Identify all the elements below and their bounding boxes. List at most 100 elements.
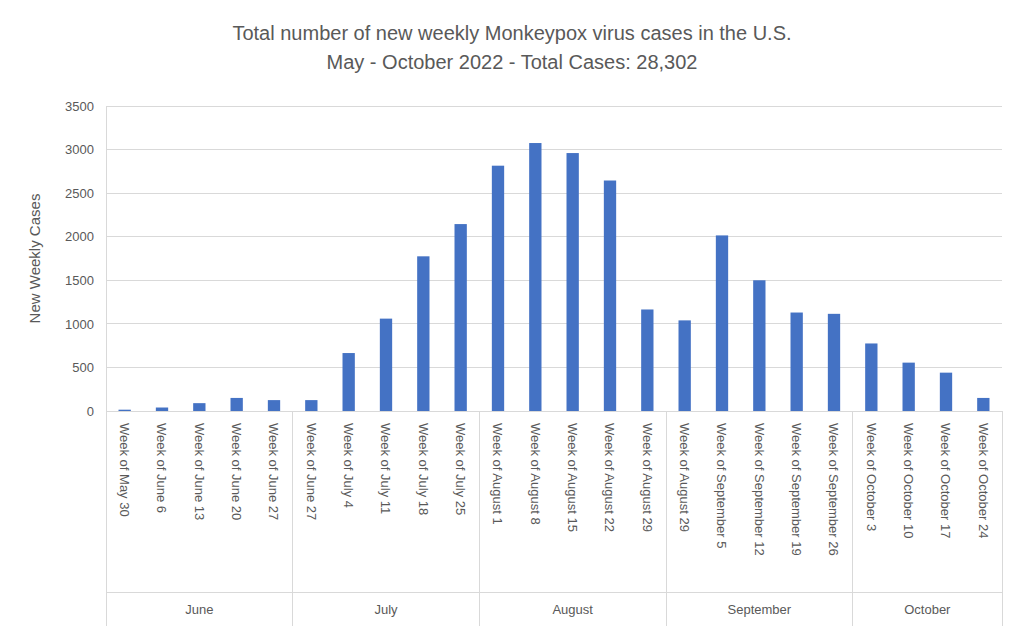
bar bbox=[716, 235, 728, 411]
y-tick-label: 2000 bbox=[65, 229, 94, 244]
bar bbox=[268, 400, 280, 411]
x-tick-label: Week of August 22 bbox=[602, 423, 617, 532]
x-tick: Week of October 24 bbox=[976, 411, 991, 538]
bar bbox=[455, 224, 467, 411]
x-tick: Week of August 22 bbox=[602, 411, 617, 532]
y-tick: 500 bbox=[72, 360, 106, 375]
bar bbox=[791, 313, 803, 411]
x-tick: Week of July 18 bbox=[416, 411, 431, 515]
x-tick-label: Week of August 29 bbox=[640, 423, 655, 532]
grid-line bbox=[106, 149, 1002, 150]
y-tick: 1500 bbox=[65, 273, 106, 288]
x-tick: Week of August 1 bbox=[490, 411, 505, 525]
group-label: June bbox=[185, 602, 213, 617]
y-tick-label: 500 bbox=[72, 360, 94, 375]
x-tick: Week of August 29 bbox=[640, 411, 655, 532]
group-label: August bbox=[552, 602, 593, 617]
bar bbox=[492, 166, 504, 411]
x-tick-label: Week of June 20 bbox=[229, 423, 244, 520]
x-tick: Week of August 8 bbox=[528, 411, 543, 525]
x-tick: Week of June 27 bbox=[266, 411, 281, 520]
y-axis: 0 500 1000 1500 2000 2500 3000 3500 bbox=[65, 99, 106, 419]
bar bbox=[903, 363, 915, 411]
group-divider bbox=[106, 592, 1002, 593]
title: Total number of new weekly Monkeypox vir… bbox=[232, 22, 791, 44]
group-label: September bbox=[728, 602, 792, 617]
x-axis: Week of May 30 Week of June 6 Week of June… bbox=[107, 411, 1003, 556]
x-tick-label: Week of June 27 bbox=[266, 423, 281, 520]
x-tick-label: Week of July 11 bbox=[378, 423, 393, 514]
x-tick-label: Week of October 10 bbox=[901, 423, 916, 538]
group-label: July bbox=[374, 602, 398, 617]
y-tick: 2500 bbox=[65, 186, 106, 201]
y-tick-label: 3000 bbox=[65, 142, 94, 157]
x-tick: Week of July 25 bbox=[453, 411, 468, 515]
y-tick: 3000 bbox=[65, 142, 106, 157]
bar bbox=[193, 403, 205, 411]
x-tick: Week of July 4 bbox=[341, 411, 356, 508]
x-tick-label: Week of June 6 bbox=[154, 423, 169, 513]
chart: Total number of new weekly Monkeypox vir… bbox=[0, 0, 1024, 632]
x-tick-label: Week of August 8 bbox=[528, 423, 543, 525]
bar bbox=[641, 309, 653, 411]
bar bbox=[231, 398, 243, 411]
y-axis-line bbox=[106, 107, 107, 412]
bar bbox=[380, 319, 392, 411]
bar bbox=[977, 398, 989, 411]
bar bbox=[940, 373, 952, 411]
bar bbox=[343, 353, 355, 411]
x-tick-label: Week of September 26 bbox=[826, 423, 841, 556]
y-tick: 0 bbox=[87, 404, 106, 419]
x-tick: Week of September 26 bbox=[826, 411, 841, 556]
y-tick-label: 0 bbox=[87, 404, 94, 419]
grid-line bbox=[106, 323, 1002, 324]
bar bbox=[529, 143, 541, 411]
bar bbox=[604, 181, 616, 411]
x-tick: Week of July 11 bbox=[378, 411, 393, 514]
x-tick-label: Week of June 13 bbox=[192, 423, 207, 520]
x-tick: Week of August 15 bbox=[565, 411, 580, 532]
y-tick-label: 2500 bbox=[65, 186, 94, 201]
bar bbox=[119, 410, 131, 411]
x-tick: Week of September 5 bbox=[714, 411, 729, 549]
x-tick-label: Week of September 19 bbox=[789, 423, 804, 556]
x-tick: Week of September 19 bbox=[789, 411, 804, 556]
grid-line bbox=[106, 280, 1002, 281]
x-tick: Week of September 12 bbox=[752, 411, 767, 556]
x-tick: Week of October 3 bbox=[864, 411, 879, 531]
x-tick: Week of October 17 bbox=[938, 411, 953, 538]
y-tick: 2000 bbox=[65, 229, 106, 244]
x-tick: Week of June 6 bbox=[154, 411, 169, 513]
y-tick: 1000 bbox=[65, 317, 106, 332]
x-tick-label: Week of June 27 bbox=[304, 423, 319, 520]
x-tick-label: Week of August 1 bbox=[490, 423, 505, 525]
bar bbox=[567, 153, 579, 411]
y-tick-label: 1000 bbox=[65, 317, 94, 332]
x-tick: Week of October 10 bbox=[901, 411, 916, 538]
bar bbox=[156, 408, 168, 411]
grid-line bbox=[106, 106, 1002, 107]
x-tick: Week of June 27 bbox=[304, 411, 319, 520]
bar bbox=[865, 343, 877, 411]
bar bbox=[417, 256, 429, 411]
grid-line bbox=[106, 236, 1002, 237]
group-separator bbox=[292, 411, 293, 626]
x-tick-label: Week of September 5 bbox=[714, 423, 729, 549]
x-tick-label: Week of October 17 bbox=[938, 423, 953, 538]
group-separator bbox=[666, 411, 667, 626]
bars bbox=[119, 143, 990, 411]
x-tick-label: Week of July 4 bbox=[341, 423, 356, 508]
bar bbox=[828, 314, 840, 411]
x-tick-label: Week of August 15 bbox=[565, 423, 580, 532]
x-tick-label: Week of October 3 bbox=[864, 423, 879, 531]
x-tick-label: Week of July 18 bbox=[416, 423, 431, 515]
group-label: October bbox=[904, 602, 951, 617]
x-tick: Week of June 20 bbox=[229, 411, 244, 520]
bar bbox=[305, 400, 317, 411]
bar bbox=[753, 280, 765, 411]
group-separator bbox=[479, 411, 480, 626]
grid bbox=[106, 106, 1002, 411]
grid-line bbox=[106, 193, 1002, 194]
y-tick: 3500 bbox=[65, 99, 106, 114]
x-tick-label: Week of May 30 bbox=[117, 423, 132, 517]
